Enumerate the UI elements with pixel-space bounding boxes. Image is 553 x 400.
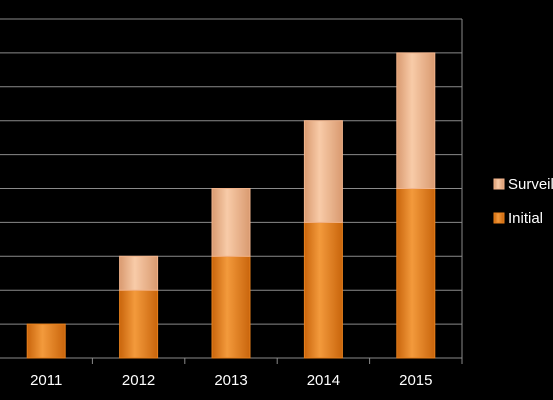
x-tick-label: 2011 <box>30 372 62 389</box>
bar-segment <box>303 221 343 359</box>
bar-segment <box>119 289 159 359</box>
bar-segment <box>396 52 436 190</box>
bar-segment <box>211 255 251 359</box>
bar-segment <box>211 188 251 257</box>
legend-swatch <box>493 212 505 224</box>
bar-segment <box>119 255 159 291</box>
legend-label: Surveillance <box>508 176 553 193</box>
bar-segment <box>26 323 66 359</box>
legend-swatch <box>493 178 505 190</box>
bar-segment <box>396 188 436 359</box>
legend-label: Initial <box>508 210 543 227</box>
x-tick-label: 2012 <box>122 372 155 389</box>
x-tick-label: 2014 <box>307 372 340 389</box>
x-tick-label: 2013 <box>214 372 247 389</box>
bar-segment <box>303 120 343 223</box>
x-tick-label: 2015 <box>399 372 432 389</box>
